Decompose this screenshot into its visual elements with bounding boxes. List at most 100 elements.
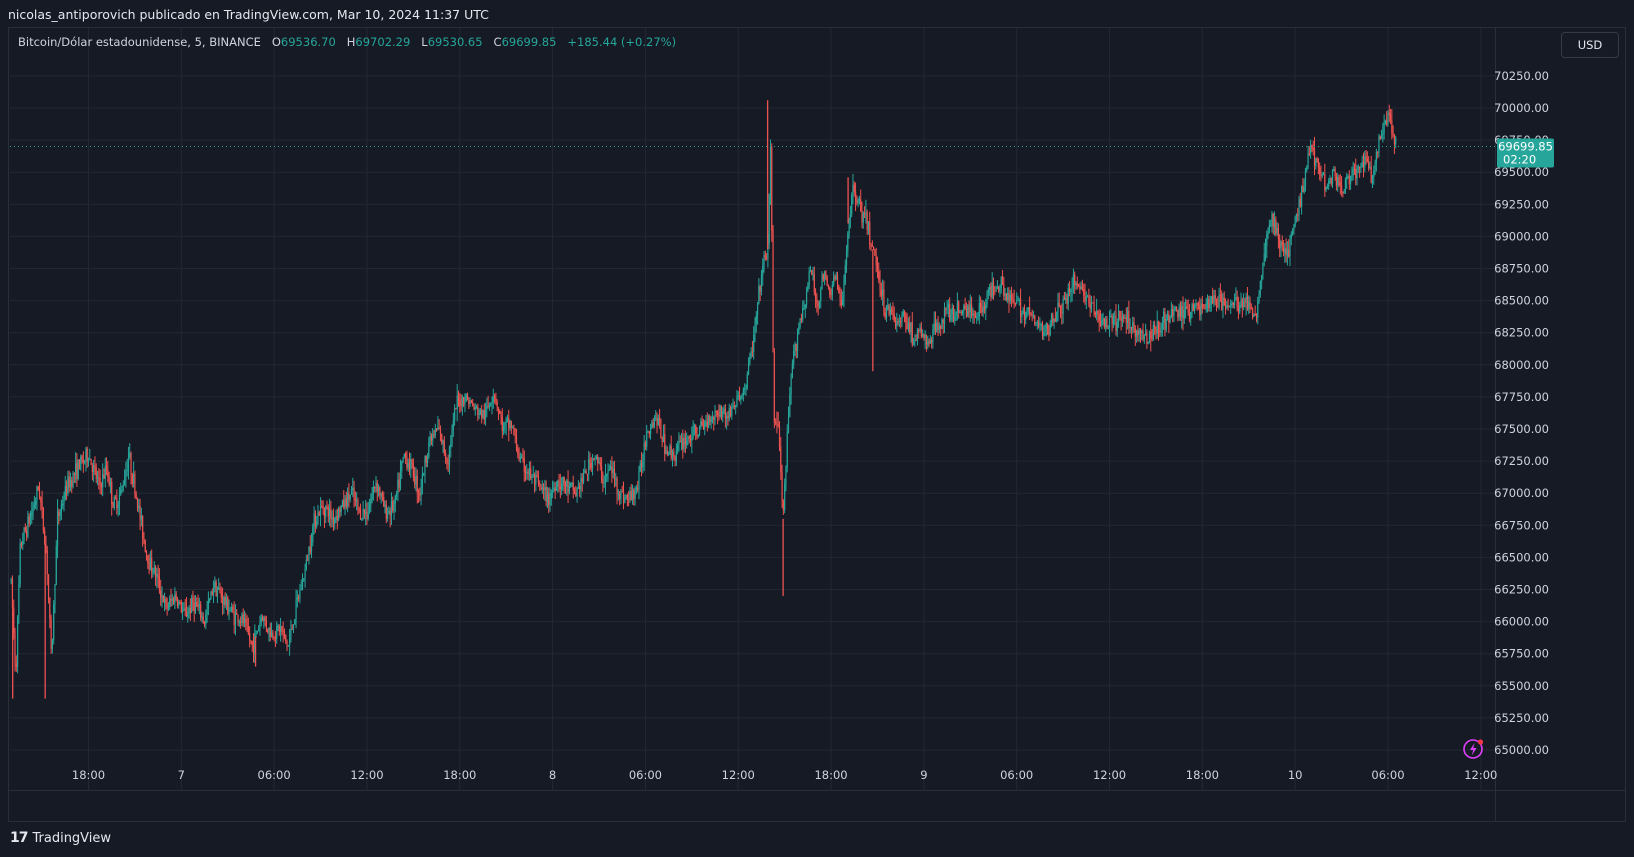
candle-body	[720, 405, 723, 418]
currency-selector[interactable]: USD	[1561, 32, 1619, 58]
candle-body	[1009, 294, 1011, 302]
candle-body	[60, 504, 63, 513]
candle-body	[1366, 158, 1368, 162]
candle-body	[1214, 295, 1216, 300]
candle-body	[956, 301, 958, 312]
candle-body	[722, 411, 724, 418]
low-value: 69530.65	[427, 35, 483, 49]
candle-body	[1182, 305, 1184, 319]
candle-body	[644, 443, 647, 447]
candle-body	[606, 473, 608, 477]
candle-body	[1004, 293, 1006, 296]
candle-body	[365, 511, 367, 514]
candle-body	[1298, 198, 1300, 216]
candle-body	[1008, 292, 1010, 302]
y-tick-label: 69000.00	[1494, 229, 1549, 243]
candle-body	[1026, 311, 1028, 313]
candle-body	[713, 417, 715, 420]
candle-body	[680, 438, 683, 442]
candle-body	[401, 461, 403, 471]
candle-body	[202, 616, 204, 622]
candle-body	[1014, 302, 1017, 304]
candle-body	[1233, 298, 1236, 306]
candle-body	[487, 406, 489, 408]
candle-body	[29, 515, 32, 524]
candle-body	[567, 480, 569, 492]
candle-body	[481, 409, 483, 419]
symbol-name[interactable]: Bitcoin/Dólar estadounidense, 5, BINANCE	[18, 35, 261, 49]
candle-body	[143, 538, 145, 541]
candle-body	[1076, 283, 1078, 286]
candle-body	[875, 255, 877, 266]
candle-body	[651, 422, 653, 429]
candle-body	[983, 305, 986, 311]
candle-body	[1130, 326, 1133, 330]
candle-body	[909, 323, 911, 333]
candle-body	[15, 662, 17, 667]
candle-body	[1382, 133, 1384, 135]
candle-body	[678, 441, 680, 445]
candle-body	[1066, 297, 1068, 305]
tradingview-logo[interactable]: 17 TradingView	[10, 830, 111, 846]
candle-body	[321, 505, 323, 508]
candle-body	[1018, 299, 1020, 301]
candle-body	[31, 512, 33, 516]
candle-body	[933, 322, 935, 331]
candle-body	[1297, 214, 1299, 216]
candle-body	[865, 212, 867, 214]
candle-body	[62, 504, 64, 506]
candle-body	[910, 322, 912, 333]
candle-body	[585, 470, 587, 474]
candle-body	[255, 632, 257, 634]
candle-body	[559, 486, 561, 490]
candle-body	[530, 468, 532, 479]
candle-body	[183, 608, 185, 611]
candle-body	[735, 405, 737, 407]
candle-body	[771, 146, 773, 231]
candle-body	[1110, 316, 1112, 318]
candle-body	[426, 457, 429, 463]
candle-body	[1378, 136, 1380, 153]
candle-body	[811, 270, 813, 275]
lightning-alert-icon[interactable]	[1463, 739, 1484, 759]
candle-body	[117, 504, 119, 509]
candle-body	[1280, 241, 1282, 248]
candle-body	[1123, 316, 1125, 319]
candle-body	[799, 318, 801, 328]
candle-body	[145, 551, 148, 556]
candle-body	[463, 397, 465, 405]
candle-body	[1275, 219, 1277, 234]
candle-body	[581, 477, 583, 482]
candle-body	[291, 628, 293, 630]
candle-body	[361, 518, 363, 520]
candle-body	[392, 501, 394, 512]
candle-body	[490, 404, 492, 406]
candle-body	[1295, 214, 1298, 217]
candle-body	[831, 284, 833, 296]
candle-body	[1112, 316, 1114, 325]
candle-body	[610, 466, 612, 470]
candle-body	[1194, 305, 1196, 312]
candle-body	[148, 563, 150, 571]
candle-body	[714, 410, 716, 420]
candle-body	[247, 626, 249, 634]
candle-body	[211, 591, 213, 595]
candle-body	[863, 213, 866, 215]
candle-body	[764, 255, 766, 258]
candle-body	[839, 292, 841, 301]
candle-body	[1027, 307, 1029, 312]
candle-body	[238, 621, 240, 623]
last-price-badge[interactable]	[1497, 138, 1554, 168]
candle-body	[1179, 307, 1182, 318]
candle-body	[304, 568, 306, 579]
candle-body	[961, 311, 964, 314]
candle-body	[692, 427, 694, 439]
candle-body	[237, 614, 239, 623]
candle-body	[1106, 319, 1108, 328]
candle-body	[873, 246, 875, 250]
candle-body	[1325, 187, 1327, 191]
candle-body	[227, 597, 229, 614]
candle-body	[81, 456, 83, 461]
candle-body	[1254, 313, 1256, 315]
